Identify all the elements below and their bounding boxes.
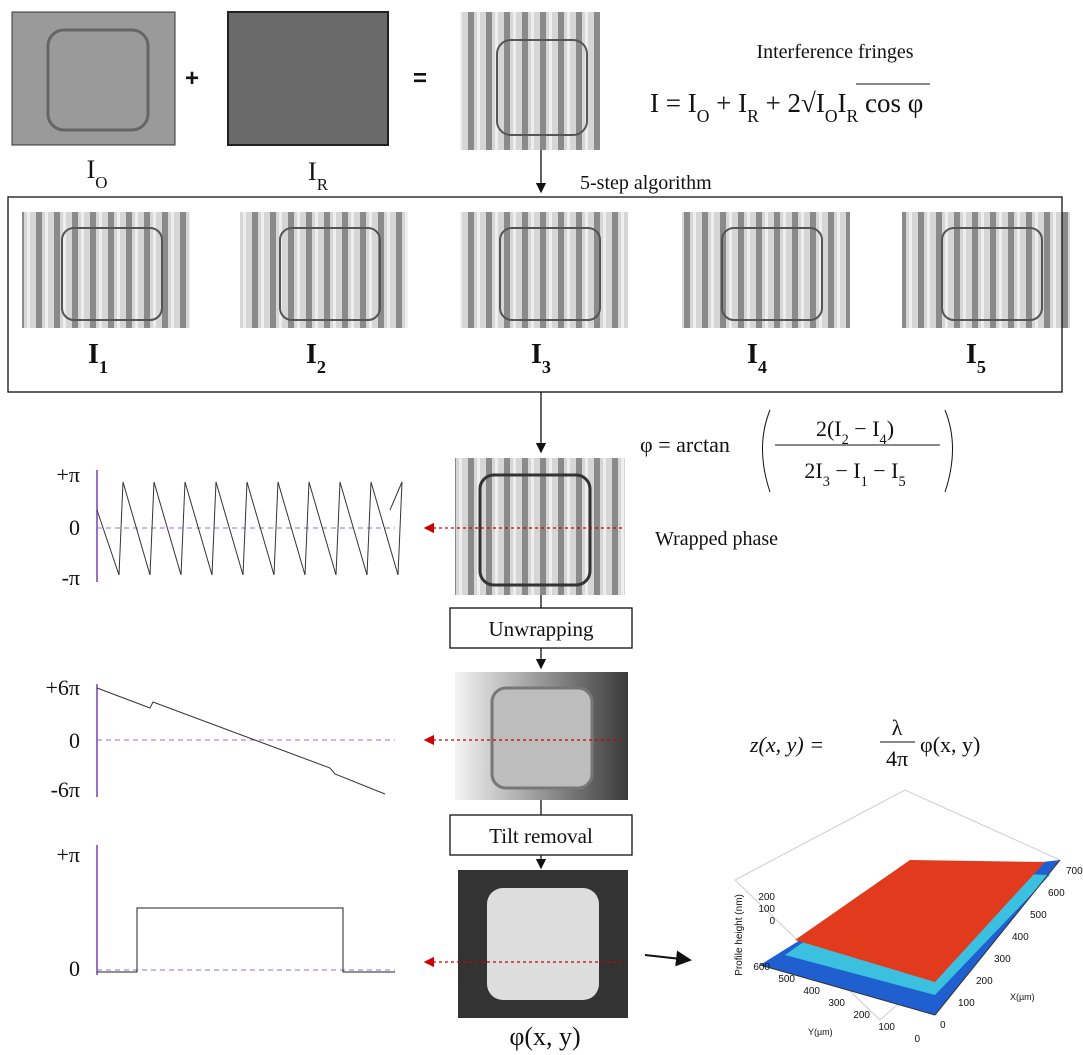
subscript: 3 [542,357,551,377]
tick-label: 500 [778,974,795,985]
tick-label: 500 [1030,910,1047,921]
images [11,11,1070,1018]
text-run: I [966,339,977,370]
tick-label: 300 [828,998,845,1009]
text-run: I [306,339,317,370]
axis-title: Y(µm) [808,1027,833,1037]
image-label: IO [87,155,108,192]
text-run: ) [887,416,894,441]
image-label: IR [308,157,329,194]
operator: = [413,65,427,92]
tick-label: 100 [958,998,975,1009]
text-run: − I [868,458,899,483]
step-label: Unwrapping [489,617,594,641]
axis-label: -π [62,565,80,590]
axis-label: +π [56,842,80,867]
axis-label: 0 [69,728,80,753]
text-run: I [838,88,847,118]
text-run: I [88,339,99,370]
tick-label: 100 [758,904,775,915]
tick-label: 0 [940,1020,946,1031]
text-run: − I [830,458,861,483]
caption: Interference fringes [756,41,913,63]
text-run: 2(I [816,416,842,441]
axis-label: -6π [51,777,80,802]
tick-label: 600 [1048,888,1065,899]
tick-label: 600 [753,962,770,973]
frame-label: I4 [747,339,767,377]
subscript: O [95,173,107,192]
equation: φ = arctan [640,432,730,457]
numerator: λ [892,715,903,740]
text-run: 2I [804,458,822,483]
subscript: O [825,106,838,126]
subscript: 3 [823,474,830,490]
profiles [96,470,403,975]
tick-label: 200 [758,892,775,903]
frame-label: I5 [966,339,986,377]
tick-label: 700 [1066,866,1083,877]
subscript: 2 [842,432,849,448]
text-run: I [747,339,758,370]
subscript: R [317,175,329,194]
text-run: I [87,155,96,184]
tick-label: 400 [1012,932,1029,943]
subscript: 1 [861,474,868,490]
subscript: R [847,106,859,126]
surface-3d [734,789,1061,1021]
text-run: I [531,339,542,370]
subscript: 1 [99,357,108,377]
frame-label: I3 [531,339,551,377]
tick-label: 300 [994,954,1011,965]
numerator: 2(I2 − I4) [816,416,894,448]
subscript: O [697,106,710,126]
equation: z(x, y) = [749,732,824,757]
axis-label: 0 [69,956,80,981]
axis-label: 0 [69,515,80,540]
caption: 5-step algorithm [580,172,712,194]
subscript: 4 [758,357,767,377]
equation: I = IO + IR + 2√IOIR cos φ [650,88,923,126]
axis-title: X(µm) [1010,992,1035,1002]
tick-label: 400 [803,986,820,997]
frame-label: I2 [306,339,326,377]
subscript: 2 [317,357,326,377]
caption: Wrapped phase [655,528,778,550]
text-run: cos φ [858,88,923,118]
subscript: 5 [977,357,986,377]
tick-label: 0 [769,916,775,927]
axis-title: Profile height (nm) [734,894,745,976]
text-run: I [308,157,317,186]
denominator: 4π [886,746,908,771]
tick-label: 0 [914,1034,920,1045]
paren [762,409,953,493]
axis-label: +6π [45,675,80,700]
text-run: I = I [650,88,697,118]
text-run: + 2√I [759,88,825,118]
tick-label: 200 [976,976,993,987]
step-label: Tilt removal [489,824,593,848]
connectors [7,150,1063,968]
subscript: 4 [880,432,887,448]
text-run: − I [849,416,880,441]
image-label: φ(x, y) [509,1022,580,1051]
tick-label: 100 [878,1022,895,1033]
axis-label: +π [56,462,80,487]
text-run: + I [709,88,747,118]
denominator: 2I3 − I1 − I5 [804,458,905,490]
subscript: R [747,106,759,126]
tick-label: 200 [853,1010,870,1021]
frame-label: I1 [88,339,108,377]
operator: + [185,65,199,92]
subscript: 5 [898,474,905,490]
equation: φ(x, y) [920,732,980,757]
